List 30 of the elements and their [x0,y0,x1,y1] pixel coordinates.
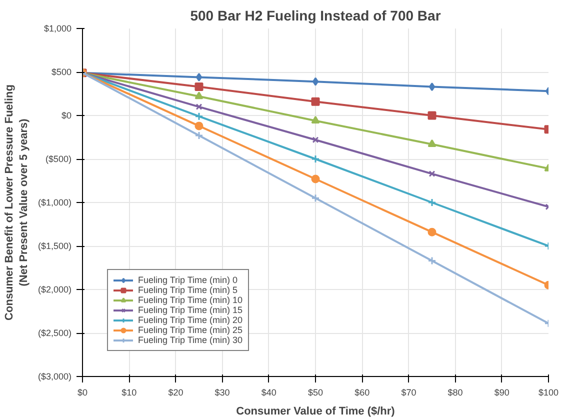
legend-label: Fueling Trip Time (min) 15 [138,305,243,315]
x-axis-title: Consumer Value of Time ($/hr) [236,406,396,418]
legend-label: Fueling Trip Time (min) 0 [138,275,238,285]
x-tick-label: $90 [494,388,510,398]
y-tick-label: ($2,500) [38,328,72,338]
x-tick-label: $80 [448,388,463,398]
legend-label: Fueling Trip Time (min) 25 [138,325,243,335]
legend-label: Fueling Trip Time (min) 5 [138,285,238,295]
legend-label: Fueling Trip Time (min) 20 [138,315,243,325]
legend-label: Fueling Trip Time (min) 10 [138,295,243,305]
x-tick-label: $0 [77,388,88,398]
y-tick-label: ($3,000) [38,372,72,382]
legend-label: Fueling Trip Time (min) 30 [138,335,243,345]
x-tick-label: $50 [308,388,324,398]
y-tick-label: ($2,000) [38,284,72,294]
y-tick-label: $500 [51,67,72,77]
y-axis-title: Consumer Benefit of Lower Pressure Fueling (Net Present Value over 5 years) [4,84,30,320]
chart-title: 500 Bar H2 Fueling Instead of 700 Bar [190,8,442,24]
y-tick-label: ($500) [45,154,72,164]
y-tick-label: $1,000 [44,24,72,34]
y-tick-label: ($1,500) [38,241,72,251]
x-tick-label: $60 [354,388,370,398]
y-tick-label: ($1,000) [38,198,72,208]
x-tick-label: $30 [214,388,230,398]
x-tick-label: $100 [538,388,559,398]
y-tick-label: $0 [61,110,72,120]
x-tick-label: $40 [261,388,276,398]
x-tick-label: $70 [401,388,416,398]
x-tick-label: $10 [122,388,137,398]
x-tick-label: $20 [168,388,184,398]
